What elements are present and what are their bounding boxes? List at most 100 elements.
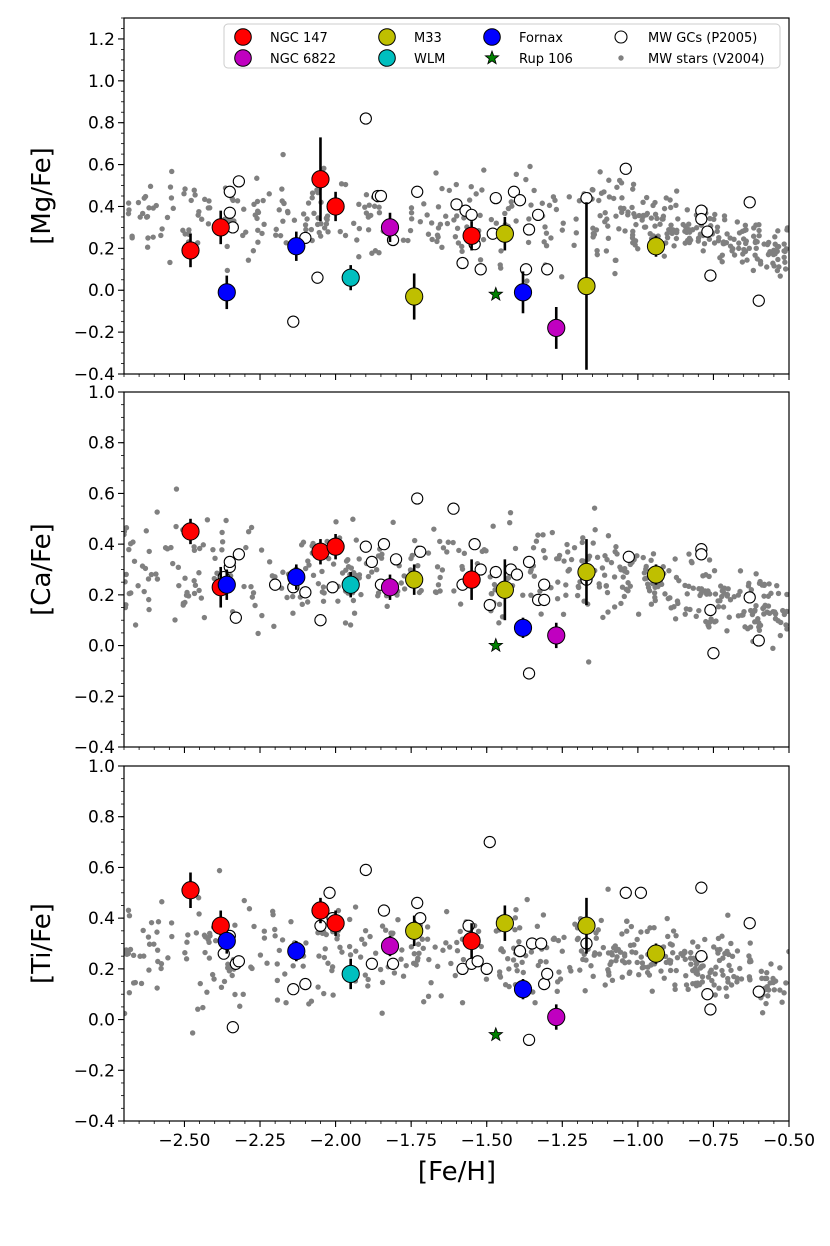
mw-star [739,259,746,265]
mw-star [613,213,619,219]
mw-star [606,972,612,978]
mw-star [528,949,535,955]
mw-star [671,604,677,610]
mw-gc [299,977,312,991]
mw-star [774,582,780,589]
mw-star [170,560,176,567]
mw-gc [510,568,524,581]
fornax-point [217,931,236,951]
mw-star [643,194,650,201]
mw-star [245,257,252,263]
mw-star [686,583,692,590]
mw-star [775,256,781,263]
mw-star [154,947,161,953]
mw-star [272,574,278,580]
mw-star [428,220,435,226]
mw-star [744,257,750,263]
mw-star [625,209,631,215]
mw-star [421,201,427,207]
mw-star [711,568,718,574]
mw-star [715,604,722,610]
x-tick-label: −2.25 [234,1131,286,1151]
mw-star [712,591,719,597]
mw-star [435,204,442,210]
mw-star [310,572,317,579]
mw-star [137,214,143,220]
plot-area [124,486,789,680]
mw-star [765,993,771,999]
mw-star [446,187,453,194]
mw-gc [743,196,756,209]
mw-star [382,927,389,933]
legend-wlm-label: WLM [414,52,445,67]
y-tick-label: 0.0 [88,637,115,657]
mw-star [259,612,265,619]
mw-star [644,928,650,935]
mw-star [131,558,138,564]
mw-gc [695,548,708,561]
mw-star [375,590,382,596]
mw-star [761,593,767,599]
mw-star [508,199,514,205]
mw-star [711,982,717,988]
mw-star [738,976,745,982]
mw-star [206,930,213,937]
m33-point [577,562,596,582]
mw-star [724,628,730,634]
mw-star [167,184,174,190]
mw-star [459,566,466,572]
mw-star [241,583,247,590]
mw-star [196,587,202,594]
mw-star [675,216,681,222]
mw-star [553,206,560,213]
mw-star [693,970,699,976]
y-tick-label: 0.4 [88,909,115,929]
mw-star [661,205,668,212]
mw-star [652,594,658,601]
mw-gc [377,537,391,551]
mw-star [141,953,147,959]
y-tick-label: 0.8 [88,434,115,454]
mw-star [621,205,627,212]
mw-star [400,237,407,243]
y-tick-label: −0.4 [74,365,115,385]
mw-star [728,940,734,947]
mw-star [192,192,198,198]
mw-gc [287,982,300,996]
mw-star [424,924,431,930]
mw-star [652,199,658,206]
mw-star [497,265,504,271]
mw-star [148,571,155,578]
legend-wlm-marker [378,49,396,67]
mw-star [700,573,706,579]
mw-star [734,979,740,985]
mw-star [283,999,289,1006]
mw-star [630,181,637,187]
mw-star [377,966,384,973]
mw-star [218,984,225,990]
mw-star [661,975,667,981]
mw-star [144,244,151,250]
mw-star [644,969,651,976]
mw-star [594,247,600,254]
mw-gc [695,881,708,894]
mw-star [126,207,132,213]
mw-star [593,935,599,941]
mw-star [434,238,440,245]
mw-star [454,939,460,946]
mw-star [489,590,495,597]
mw-star [617,949,624,955]
mw-gc [314,614,327,627]
mw-star [429,236,435,243]
mw-star [745,583,752,589]
mw-star [605,235,612,241]
mw-star [770,975,776,982]
mw-star [440,947,446,953]
mw-star [290,610,296,616]
fornax-point [513,618,533,637]
mw-star [408,210,415,216]
legend-m33-label: M33 [414,31,442,46]
ngc-147-point [326,914,345,933]
mw-star [594,251,600,258]
mw-star [750,233,757,239]
